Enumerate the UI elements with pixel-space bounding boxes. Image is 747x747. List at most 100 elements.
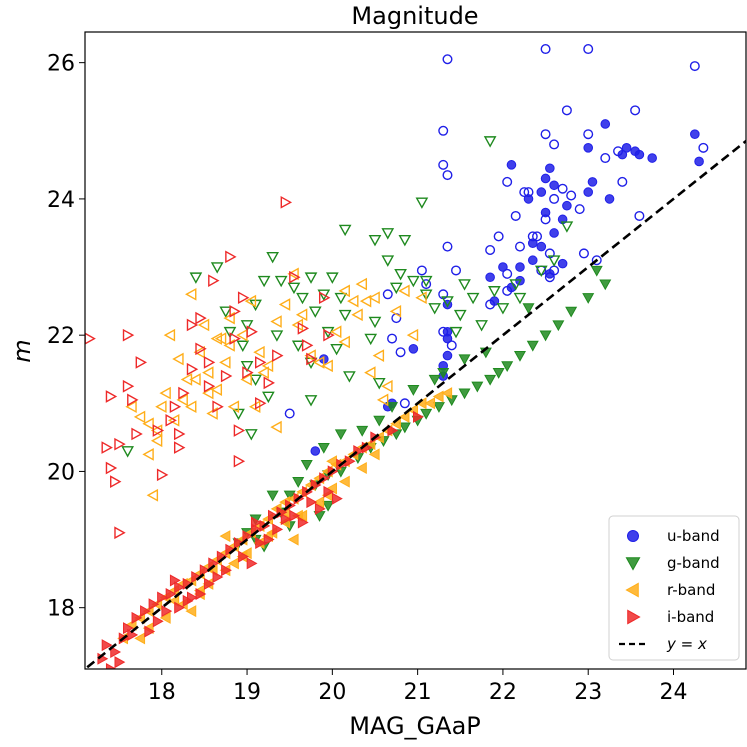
i-band-filled-point: [250, 516, 262, 529]
i-band-filled-point: [148, 598, 160, 611]
reference-line-layer: [85, 139, 746, 669]
y-tick-label: 18: [47, 597, 75, 622]
i-band-filled-point: [212, 571, 224, 584]
u-band-hollow-point: [532, 231, 543, 242]
i-band-hollow-point: [186, 362, 199, 376]
g-band-hollow-point: [189, 272, 203, 284]
r-band-hollow-point: [398, 284, 410, 298]
g-band-hollow-point: [338, 309, 352, 322]
i-band-filled-point: [169, 574, 181, 587]
g-band-hollow-point: [364, 333, 378, 346]
legend-label: r-band: [667, 581, 715, 599]
r-band-hollow-point: [202, 386, 214, 400]
i-band-hollow-point: [85, 332, 96, 345]
r-band-hollow-point: [146, 488, 159, 502]
legend-label: i-band: [667, 608, 714, 626]
g-band-filled-point: [398, 422, 411, 434]
u-band-filled-point: [442, 350, 453, 361]
r-band-hollow-point: [312, 356, 325, 369]
g-band-hollow-point: [343, 371, 356, 383]
i-band-filled-point: [306, 496, 318, 509]
g-band-hollow-point: [240, 320, 254, 332]
legend-marker-i-band: [627, 609, 641, 625]
r-band-hollow-point: [347, 294, 359, 308]
u-band-filled-point: [634, 149, 645, 160]
u-band-filled-point: [604, 194, 615, 204]
g-band-hollow-point: [121, 446, 134, 458]
i-band-hollow-point: [289, 270, 301, 284]
i-band-filled-point: [195, 588, 207, 601]
g-band-hollow-point: [547, 255, 561, 267]
u-band-hollow-point: [438, 125, 449, 136]
x-tick-label: 18: [148, 680, 176, 705]
g-band-hollow-point: [466, 292, 480, 305]
g-band-hollow-point: [496, 303, 510, 315]
x-axis-ticks: 18 19 20 21 22 23 24: [148, 669, 688, 705]
r-band-hollow-point: [227, 400, 240, 414]
i-band-hollow-point: [101, 441, 113, 454]
i-band-hollow-point: [229, 332, 241, 345]
x-tick-label: 19: [233, 680, 261, 705]
x-tick-label: 24: [660, 680, 688, 705]
g-band-hollow-point: [291, 340, 305, 352]
r-band-hollow-point: [415, 291, 427, 305]
g-band-hollow-point: [449, 326, 463, 339]
i-band-filled-point: [110, 645, 122, 658]
i-band-filled-point: [387, 424, 399, 437]
y-axis-ticks: 18 20 22 24 26: [47, 52, 85, 622]
g-band-hollow-point: [270, 330, 284, 342]
i-band-filled-point: [280, 513, 292, 526]
i-band-hollow-point: [195, 311, 207, 325]
i-band-hollow-point: [208, 274, 220, 288]
i-band-filled-point: [199, 564, 211, 577]
r-band-hollow-point: [338, 284, 350, 298]
u-band-hollow-point: [399, 398, 410, 409]
g-band-hollow-point: [244, 429, 258, 441]
legend-marker-g-band: [625, 557, 641, 571]
i-band-hollow-point: [127, 393, 139, 407]
u-band-hollow-point: [416, 265, 427, 276]
r-band-hollow-point: [142, 448, 154, 461]
y-tick-label: 26: [47, 52, 75, 77]
i-band-hollow-point: [114, 526, 126, 540]
u-band-filled-point: [515, 262, 525, 272]
i-band-filled-point: [174, 601, 186, 614]
r-band-hollow-point: [193, 345, 205, 359]
u-band-filled-point: [523, 194, 534, 204]
i-band-hollow-point: [323, 328, 335, 342]
i-band-filled-point: [161, 605, 173, 618]
i-band-hollow-point: [152, 424, 165, 437]
r-band-hollow-point: [167, 413, 180, 427]
r-band-hollow-point: [389, 304, 402, 318]
i-band-hollow-point: [156, 468, 169, 482]
r-band-hollow-point: [202, 366, 214, 379]
u-band-hollow-point: [382, 289, 393, 300]
g-band-filled-point: [428, 374, 441, 386]
i-band-filled-point: [140, 605, 151, 618]
u-band-filled-point: [498, 262, 508, 272]
u-band-filled-point: [540, 207, 551, 218]
g-band-hollow-point: [240, 361, 254, 373]
g-band-filled-point: [484, 374, 497, 386]
u-band-hollow-point: [284, 408, 295, 419]
i-band-hollow-point: [178, 386, 190, 400]
g-band-filled-point: [317, 442, 330, 454]
u-band-hollow-point: [502, 268, 513, 279]
i-band-filled-point: [204, 577, 215, 590]
i-band-hollow-point: [114, 437, 126, 451]
g-band-filled-point: [458, 354, 471, 366]
u-band-filled-point: [621, 143, 632, 153]
u-band-filled-point: [527, 238, 538, 248]
x-tick-label: 23: [574, 680, 602, 705]
r-band-hollow-point: [278, 298, 291, 311]
g-band-filled-point: [565, 306, 578, 318]
u-band-filled-point: [583, 187, 594, 197]
g-band-hollow-point: [381, 255, 395, 267]
r-band-filled-point: [287, 533, 299, 546]
u-band-filled-point: [647, 153, 657, 163]
i-band-hollow-point: [255, 356, 267, 369]
g-band-filled-point: [458, 388, 471, 400]
g-band-hollow-point: [534, 265, 548, 278]
g-band-filled-point: [526, 340, 539, 352]
i-band-hollow-point: [237, 291, 250, 305]
